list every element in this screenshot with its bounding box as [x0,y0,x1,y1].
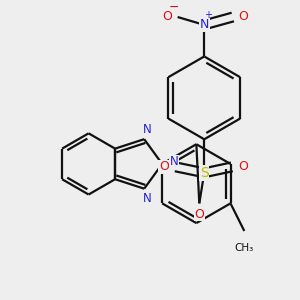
Text: N: N [200,18,209,32]
Text: O: O [162,10,172,22]
Text: O: O [194,208,204,221]
Text: O: O [159,160,169,173]
Text: S: S [200,166,208,180]
Text: −: − [168,1,179,13]
Text: O: O [239,160,249,173]
Text: CH₃: CH₃ [235,243,254,253]
Text: +: + [204,10,212,20]
Text: O: O [239,10,249,22]
Text: N: N [169,155,178,169]
Text: N: N [143,192,152,205]
Text: N: N [143,123,152,136]
